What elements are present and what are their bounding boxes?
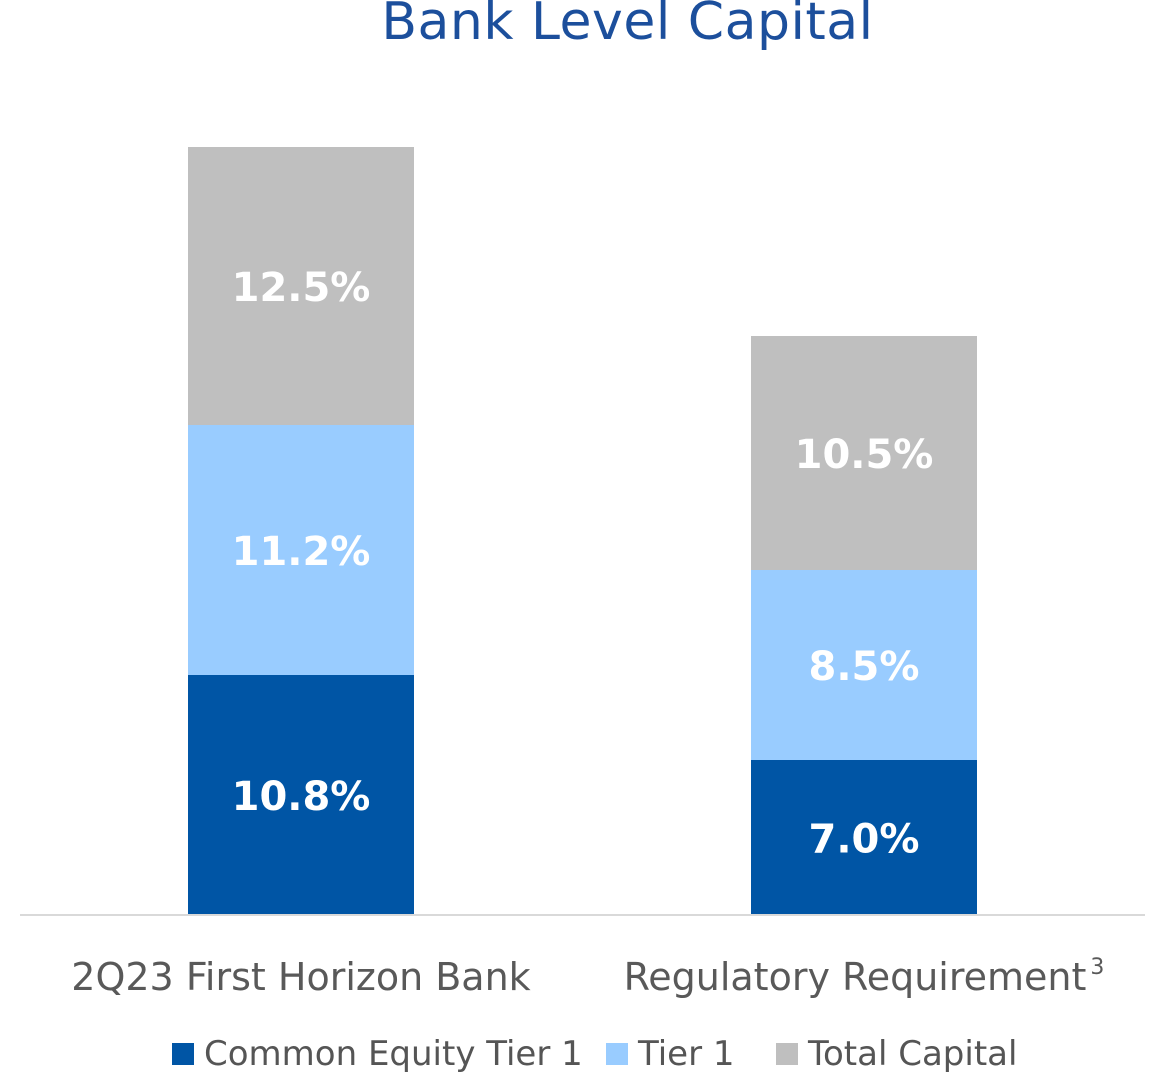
bar-tier1-2 [751, 570, 977, 760]
legend-swatch-tier1 [606, 1043, 628, 1065]
data-label-tier1-2: 8.5% [809, 644, 920, 690]
legend-swatch-total-capital [776, 1043, 798, 1065]
footnote-marker: 3 [1090, 955, 1104, 980]
bar-cet1-2 [751, 760, 977, 915]
legend-label-cet1: Common Equity Tier 1 [204, 1034, 583, 1074]
legend-item-total-capital: Total Capital [776, 1034, 1017, 1074]
data-label-total-capital-2: 10.5% [795, 432, 934, 478]
chart-plot: 10.8% 11.2% 12.5% 7.0% 8.5% 10.5% 2Q23 First … [20, 147, 1145, 999]
bar-total-capital-2 [751, 336, 977, 570]
category-label-2: Regulatory Requirement 3 [624, 955, 1105, 999]
legend-item-tier1: Tier 1 [606, 1034, 735, 1074]
legend-label-total-capital: Total Capital [808, 1034, 1018, 1074]
data-label-cet1-2: 7.0% [809, 817, 920, 863]
data-label-tier1-1: 11.2% [232, 529, 371, 575]
chart-title: Bank Level Capital [381, 0, 874, 52]
legend-label-tier1: Tier 1 [638, 1034, 735, 1074]
data-label-total-capital-1: 12.5% [232, 265, 371, 311]
bar-tier1-1 [188, 425, 414, 675]
bar-cet1-1 [188, 675, 414, 915]
bar-total-capital-1 [188, 147, 414, 425]
legend: Common Equity Tier 1 Tier 1 Total Capita… [0, 1034, 1175, 1074]
category-label-1: 2Q23 First Horizon Bank [71, 955, 530, 999]
legend-swatch-cet1 [172, 1043, 194, 1065]
legend-item-cet1: Common Equity Tier 1 [172, 1034, 583, 1074]
data-label-cet1-1: 10.8% [232, 774, 371, 820]
